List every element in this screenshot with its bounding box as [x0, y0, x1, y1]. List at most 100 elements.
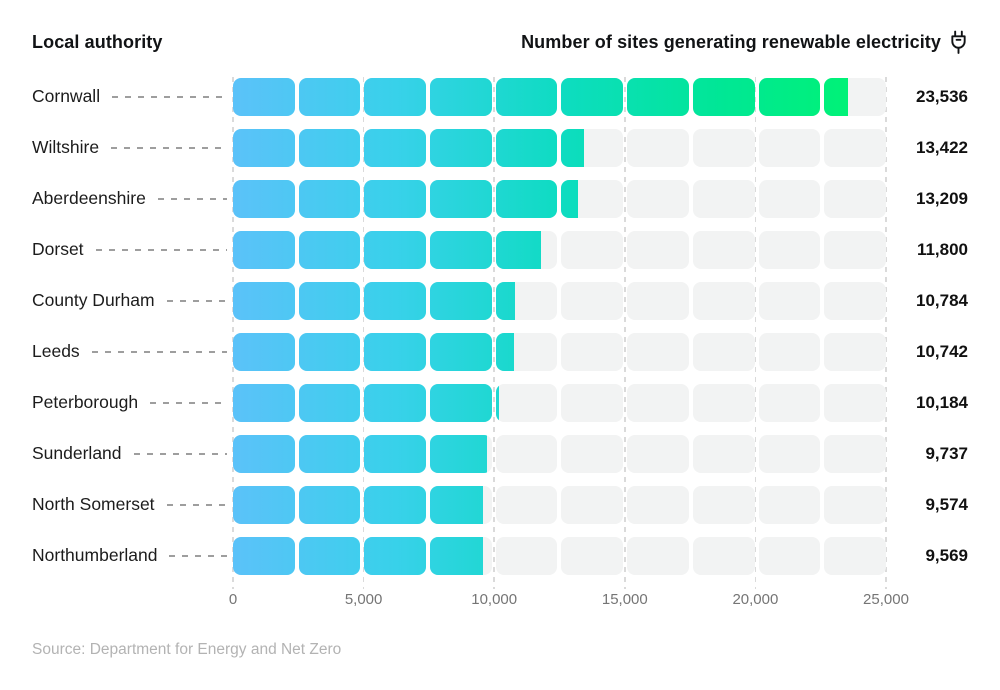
- bar-segment: [561, 383, 624, 422]
- bar-segment: [758, 77, 821, 116]
- row-value: 10,742: [916, 341, 968, 361]
- bar-segment: [824, 332, 886, 371]
- bar-segment: [692, 332, 755, 371]
- leader-dashed-line: [166, 503, 227, 506]
- bar-segment-fill: [233, 383, 295, 422]
- row-label: Dorset: [32, 239, 84, 259]
- row-label-wrap: Northumberland: [32, 545, 233, 566]
- bar-segment: [627, 383, 689, 422]
- bar-segment-fill: [298, 179, 361, 218]
- bar-segment-fill: [627, 77, 689, 116]
- chart-rows: Cornwall 23,536 Wiltshire 13,422 Aberdeenshi…: [32, 71, 968, 581]
- bar-segment: [495, 434, 558, 473]
- bar-segment: [692, 281, 755, 320]
- row-value: 23,536: [916, 86, 968, 106]
- bar-segment: [298, 434, 361, 473]
- chart-row: Aberdeenshire 13,209: [32, 173, 968, 224]
- bar-segment-fill: [298, 230, 361, 269]
- bar-segment: [495, 332, 558, 371]
- bar-segment: [495, 77, 558, 116]
- bar-segment: [824, 485, 886, 524]
- row-value: 10,184: [916, 392, 968, 412]
- chart-row: Cornwall 23,536: [32, 71, 968, 122]
- bar-segment: [824, 281, 886, 320]
- bar-segment: [430, 128, 492, 167]
- chart-row: Leeds 10,742: [32, 326, 968, 377]
- leader-dashed-line: [157, 197, 227, 200]
- bar-segment-fill: [298, 536, 361, 575]
- bar-segment: [758, 434, 821, 473]
- bar-segment: [627, 77, 689, 116]
- x-axis: 0 5,000 10,000 15,000 20,000 25,000: [32, 589, 968, 611]
- bar-segment-fill: [233, 179, 295, 218]
- bar-segment: [364, 281, 427, 320]
- row-value: 9,737: [925, 443, 968, 463]
- row-label-wrap: Peterborough: [32, 392, 233, 413]
- bar-segment-fill: [364, 230, 427, 269]
- bar-track: [233, 230, 886, 269]
- row-label-wrap: Leeds: [32, 341, 233, 362]
- bar-segment: [627, 179, 689, 218]
- bar-segment-fill: [298, 281, 361, 320]
- bar-segment-fill: [233, 536, 295, 575]
- bar-segment: [561, 128, 624, 167]
- bar-segment: [430, 332, 492, 371]
- row-label: Aberdeenshire: [32, 188, 146, 208]
- bar-segment: [692, 485, 755, 524]
- bar-segment: [495, 128, 558, 167]
- bar-segment: [561, 434, 624, 473]
- bar-segment-fill: [495, 230, 542, 269]
- bar-segment: [364, 536, 427, 575]
- bar-track: [233, 281, 886, 320]
- bar-segment: [824, 383, 886, 422]
- bar-segment: [692, 434, 755, 473]
- bar-segment: [627, 128, 689, 167]
- bar-segment: [758, 332, 821, 371]
- metric-column-header: Number of sites generating renewable ele…: [521, 30, 968, 55]
- bar-segment-fill: [233, 230, 295, 269]
- row-label: Northumberland: [32, 545, 158, 565]
- bar-segment: [692, 179, 755, 218]
- bar-segment-fill: [233, 281, 295, 320]
- bar-segment: [758, 536, 821, 575]
- bar-segment: [561, 230, 624, 269]
- header-row: Local authority Number of sites generati…: [32, 30, 968, 54]
- row-label: North Somerset: [32, 494, 155, 514]
- bar-segment: [561, 77, 624, 116]
- bar-segment: [364, 128, 427, 167]
- row-label: County Durham: [32, 290, 155, 310]
- bar-segment: [495, 179, 558, 218]
- leader-dashed-line: [166, 299, 227, 302]
- row-label: Leeds: [32, 341, 80, 361]
- bar-segment: [364, 77, 427, 116]
- bar-segment: [233, 434, 295, 473]
- bar-segment: [233, 485, 295, 524]
- bar-segment-fill: [430, 179, 492, 218]
- bar-segment: [561, 332, 624, 371]
- bar-segment: [824, 434, 886, 473]
- bar-segment: [824, 77, 886, 116]
- bar-segment: [364, 230, 427, 269]
- bar-segment: [627, 536, 689, 575]
- metric-header-label: Number of sites generating renewable ele…: [521, 31, 941, 52]
- leader-dashed-line: [91, 350, 227, 353]
- leader-dashed-line: [95, 248, 227, 251]
- bar-segment: [627, 230, 689, 269]
- bar-segment: [758, 485, 821, 524]
- bar-segment-fill: [298, 77, 361, 116]
- bar-segment: [495, 383, 558, 422]
- row-value: 11,800: [916, 239, 968, 259]
- bar-segment-fill: [824, 77, 848, 116]
- bar-segment: [758, 281, 821, 320]
- bar-segment: [824, 128, 886, 167]
- bar-segment-fill: [298, 434, 361, 473]
- row-label-wrap: Sunderland: [32, 443, 233, 464]
- bar-segment: [298, 128, 361, 167]
- bar-segment: [298, 230, 361, 269]
- bar-segment: [364, 434, 427, 473]
- x-tick-label: 0: [228, 591, 238, 608]
- bar-segment-fill: [364, 77, 427, 116]
- bar-segment: [495, 536, 558, 575]
- x-tick-label: 15,000: [601, 591, 648, 608]
- bar-segment-fill: [430, 128, 492, 167]
